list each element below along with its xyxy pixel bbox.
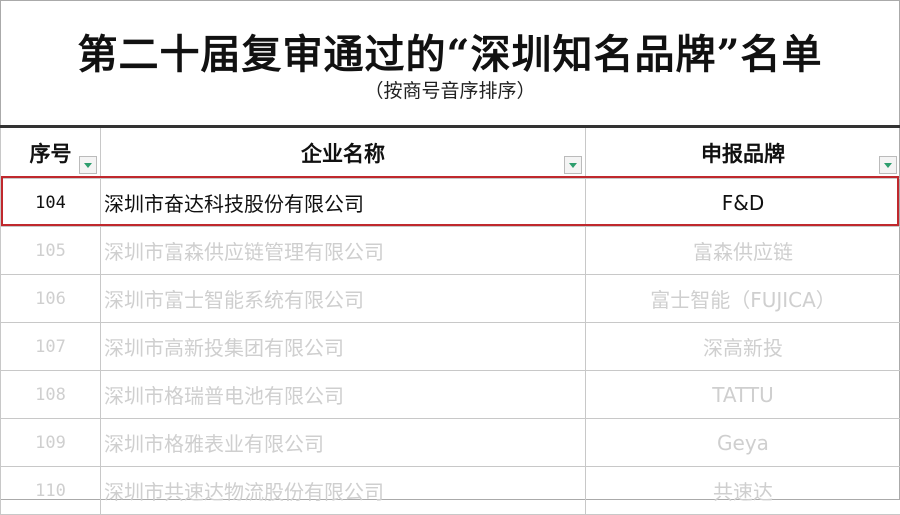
cell-brand[interactable]: 富森供应链	[586, 227, 900, 275]
cell-company[interactable]: 深圳市格瑞普电池有限公司	[101, 371, 586, 419]
filter-dropdown-icon[interactable]	[79, 156, 97, 174]
cell-brand[interactable]: 共速达	[586, 467, 900, 515]
header-brand: 申报品牌	[586, 127, 900, 179]
header-label: 序号	[30, 142, 72, 166]
cell-company[interactable]: 深圳市奋达科技股份有限公司	[101, 179, 586, 227]
cell-number[interactable]: 107	[1, 323, 101, 371]
cell-number[interactable]: 104	[1, 179, 101, 227]
cell-brand[interactable]: TATTU	[586, 371, 900, 419]
cell-company[interactable]: 深圳市共速达物流股份有限公司	[101, 467, 586, 515]
page-title: 第二十届复审通过的“深圳知名品牌”名单	[0, 22, 900, 80]
cell-company[interactable]: 深圳市高新投集团有限公司	[101, 323, 586, 371]
filter-dropdown-icon[interactable]	[564, 156, 582, 174]
cell-brand[interactable]: Geya	[586, 419, 900, 467]
cell-company[interactable]: 深圳市富士智能系统有限公司	[101, 275, 586, 323]
header-label: 企业名称	[301, 142, 385, 166]
cell-number[interactable]: 108	[1, 371, 101, 419]
cell-number[interactable]: 105	[1, 227, 101, 275]
cell-brand[interactable]: 深高新投	[586, 323, 900, 371]
cell-company[interactable]: 深圳市富森供应链管理有限公司	[101, 227, 586, 275]
cell-company[interactable]: 深圳市格雅表业有限公司	[101, 419, 586, 467]
header-no: 序号	[1, 127, 101, 179]
header-row: 序号 企业名称 申报品牌	[1, 127, 900, 179]
cell-brand[interactable]: F&D	[586, 179, 900, 227]
cell-brand[interactable]: 富士智能（FUJICA）	[586, 275, 900, 323]
cell-number[interactable]: 106	[1, 275, 101, 323]
header-company: 企业名称	[101, 127, 586, 179]
cell-number[interactable]: 109	[1, 419, 101, 467]
header-label: 申报品牌	[701, 142, 785, 166]
page-subtitle: （按商号音序排序）	[0, 76, 900, 103]
cell-number[interactable]: 110	[1, 467, 101, 515]
filter-dropdown-icon[interactable]	[879, 156, 897, 174]
